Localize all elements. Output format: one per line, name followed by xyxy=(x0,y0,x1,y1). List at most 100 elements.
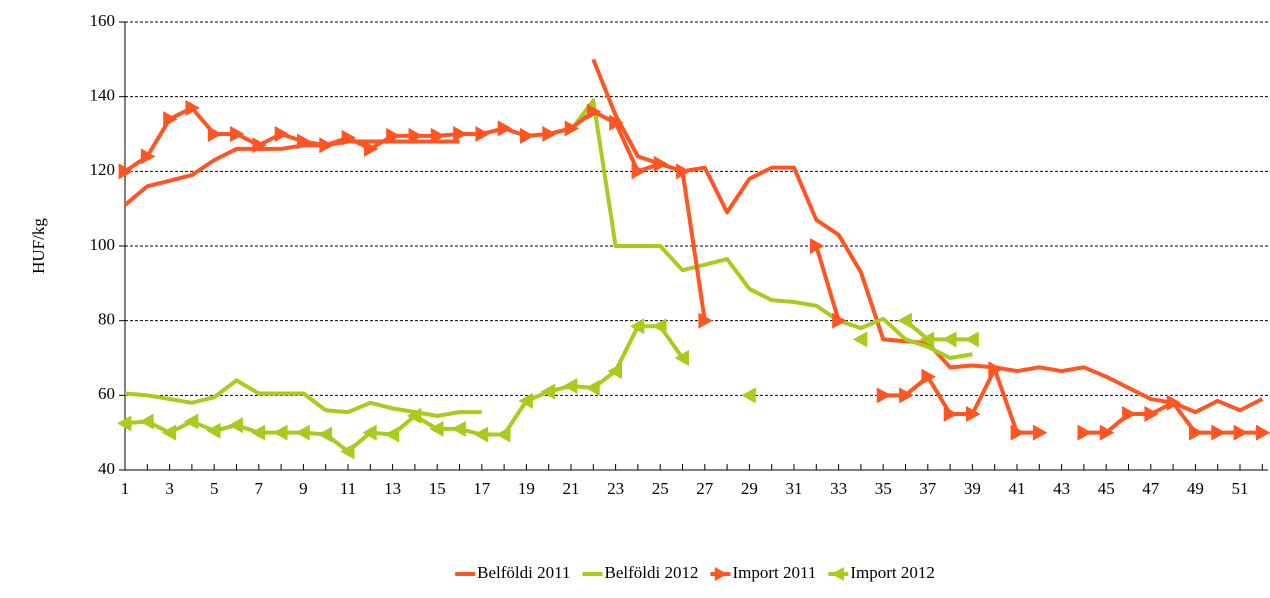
x-tick-label: 51 xyxy=(1232,479,1249,498)
legend-label: Belföldi 2011 xyxy=(477,563,570,582)
marker xyxy=(832,312,847,329)
marker xyxy=(453,126,468,142)
y-tick-label: 100 xyxy=(90,235,116,254)
series-line xyxy=(124,319,973,454)
x-tick-label: 13 xyxy=(384,479,401,498)
x-tick-label: 31 xyxy=(786,479,803,498)
x-tick-label: 47 xyxy=(1142,479,1160,498)
marker xyxy=(185,99,200,116)
marker xyxy=(607,363,622,380)
y-tick-label: 40 xyxy=(98,459,115,478)
marker xyxy=(676,163,691,180)
marker xyxy=(429,420,444,437)
marker xyxy=(852,331,868,348)
marker xyxy=(207,126,223,142)
marker xyxy=(653,155,669,172)
marker xyxy=(586,103,602,120)
marker xyxy=(117,415,132,432)
marker xyxy=(140,148,156,165)
marker xyxy=(430,127,446,144)
x-tick-label: 17 xyxy=(473,479,491,498)
marker xyxy=(139,413,154,430)
marker xyxy=(629,318,645,335)
legend-label: Import 2011 xyxy=(732,563,816,582)
series-line xyxy=(124,98,973,418)
marker xyxy=(1122,406,1137,422)
x-tick-label: 23 xyxy=(607,479,624,498)
x-tick-label: 15 xyxy=(429,479,446,498)
marker xyxy=(273,424,288,441)
marker xyxy=(698,312,713,329)
x-tick-label: 43 xyxy=(1053,479,1070,498)
marker xyxy=(520,127,535,144)
legend-label: Belföldi 2012 xyxy=(604,563,698,582)
marker xyxy=(408,127,423,144)
x-tick-label: 19 xyxy=(518,479,535,498)
marker xyxy=(1077,424,1092,441)
legend-item: Import 2011 xyxy=(710,563,816,582)
marker xyxy=(1099,424,1115,441)
x-tick-label: 29 xyxy=(741,479,758,498)
marker xyxy=(252,137,267,154)
marker xyxy=(899,387,914,404)
y-tick-label: 140 xyxy=(90,86,116,105)
marker xyxy=(564,120,579,137)
y-tick-label: 160 xyxy=(90,11,116,30)
marker xyxy=(809,238,825,254)
marker xyxy=(183,413,199,430)
marker xyxy=(942,331,957,348)
marker xyxy=(988,361,1003,378)
marker xyxy=(741,387,756,404)
marker xyxy=(341,129,356,146)
marker xyxy=(943,406,959,422)
x-tick-label: 33 xyxy=(830,479,847,498)
marker xyxy=(1211,424,1226,441)
marker xyxy=(1255,424,1270,441)
x-tick-label: 11 xyxy=(340,479,356,498)
marker xyxy=(674,350,689,366)
marker xyxy=(451,420,466,437)
marker xyxy=(1166,394,1182,411)
marker xyxy=(496,426,511,443)
marker xyxy=(228,417,243,434)
legend: Belföldi 2011 Belföldi 2012 Import 2011 Imp… xyxy=(455,563,935,582)
marker xyxy=(406,407,422,424)
x-tick-label: 41 xyxy=(1009,479,1026,498)
marker xyxy=(1010,424,1025,441)
marker xyxy=(384,426,399,443)
marker xyxy=(206,422,221,439)
marker xyxy=(897,312,912,329)
marker xyxy=(297,133,312,150)
x-tick-label: 1 xyxy=(121,479,130,498)
y-axis-label: HUF/kg xyxy=(29,218,48,274)
marker xyxy=(475,126,490,142)
x-tick-label: 35 xyxy=(875,479,892,498)
legend-label: Import 2012 xyxy=(850,563,935,582)
marker xyxy=(295,424,310,441)
legend-marker xyxy=(714,567,728,581)
marker xyxy=(317,426,333,443)
marker xyxy=(563,378,578,394)
marker xyxy=(631,163,646,180)
marker xyxy=(163,111,178,128)
marker xyxy=(1233,424,1248,441)
marker xyxy=(386,127,401,144)
x-tick-label: 27 xyxy=(696,479,714,498)
marker xyxy=(274,126,290,142)
marker xyxy=(518,392,533,409)
marker xyxy=(966,406,981,422)
marker xyxy=(585,379,600,396)
legend-marker xyxy=(831,567,844,581)
marker xyxy=(362,424,377,441)
marker xyxy=(609,114,624,131)
x-tick-label: 49 xyxy=(1187,479,1204,498)
marker xyxy=(1189,424,1204,441)
marker xyxy=(319,137,334,154)
marker xyxy=(919,331,935,348)
x-tick-label: 39 xyxy=(964,479,981,498)
marker xyxy=(1144,406,1159,422)
marker xyxy=(118,163,133,180)
marker xyxy=(250,424,266,441)
y-tick-label: 60 xyxy=(98,384,115,403)
